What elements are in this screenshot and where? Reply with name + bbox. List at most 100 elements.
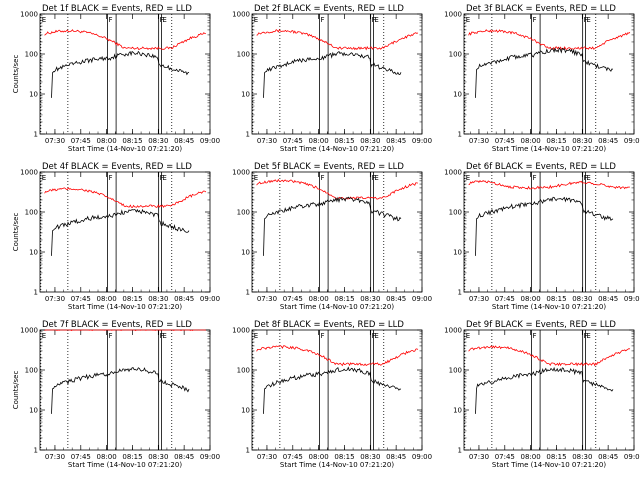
y-tick-label: 1000 bbox=[444, 11, 462, 19]
events-series-line bbox=[263, 196, 402, 256]
events-series-line bbox=[475, 47, 614, 98]
x-tick-label: 08:45 bbox=[174, 295, 194, 303]
x-tick-label: 09:00 bbox=[624, 295, 640, 303]
panel-title: Det 3f BLACK = Events, RED = LLD bbox=[466, 4, 616, 14]
x-tick-label: 07:30 bbox=[469, 137, 489, 145]
x-tick-label: 08:45 bbox=[174, 137, 194, 145]
y-tick-label: 10 bbox=[29, 91, 38, 99]
x-tick-label: 08:15 bbox=[334, 137, 354, 145]
plot-frame bbox=[463, 13, 635, 135]
x-tick-label: 08:15 bbox=[122, 137, 142, 145]
x-tick-label: 07:45 bbox=[495, 453, 515, 461]
y-tick-label: 100 bbox=[449, 209, 462, 217]
x-tick-label: 07:45 bbox=[71, 295, 91, 303]
y-tick-label: 1 bbox=[34, 131, 38, 139]
x-tick-label: 08:45 bbox=[598, 453, 618, 461]
marker-label: E bbox=[466, 332, 470, 340]
x-tick-label: 09:00 bbox=[412, 295, 432, 303]
x-tick-label: 09:00 bbox=[412, 137, 432, 145]
x-tick-label: 08:15 bbox=[546, 295, 566, 303]
lld-series-line bbox=[468, 29, 631, 51]
x-tick-label: 07:45 bbox=[71, 137, 91, 145]
detector-panel-4: Det 4f BLACK = Events, RED = LLD 1 10 100 10… bbox=[12, 162, 220, 311]
marker-label: E bbox=[42, 16, 46, 24]
panel-title: Det 4f BLACK = Events, RED = LLD bbox=[42, 162, 192, 172]
x-tick-label: 08:30 bbox=[572, 295, 592, 303]
y-tick-label: 100 bbox=[237, 367, 250, 375]
y-tick-label: 10 bbox=[241, 249, 250, 257]
y-tick-label: 1000 bbox=[20, 11, 38, 19]
y-tick-label: 1000 bbox=[444, 169, 462, 177]
marker-label: E bbox=[254, 174, 258, 182]
marker-label: E bbox=[586, 174, 590, 182]
marker-label: F bbox=[532, 174, 536, 182]
x-tick-label: 08:45 bbox=[386, 453, 406, 461]
y-tick-label: 10 bbox=[241, 407, 250, 415]
x-tick-label: 08:15 bbox=[334, 453, 354, 461]
y-tick-label: 1 bbox=[246, 289, 250, 297]
x-tick-label: 07:30 bbox=[45, 453, 65, 461]
y-tick-label: 1 bbox=[246, 131, 250, 139]
detector-panel-7: Det 7f BLACK = Events, RED = LLD 1 10 100 10… bbox=[12, 320, 220, 469]
x-axis-label: Start Time (14-Nov-10 07:21:20) bbox=[492, 145, 606, 153]
plot-frame bbox=[251, 171, 423, 293]
events-series-line bbox=[51, 367, 190, 414]
x-tick-label: 07:45 bbox=[71, 453, 91, 461]
lld-series-line bbox=[256, 345, 419, 367]
marker-label: F bbox=[108, 332, 112, 340]
panel-title: Det 6f BLACK = Events, RED = LLD bbox=[466, 162, 616, 172]
x-tick-label: 08:45 bbox=[174, 453, 194, 461]
x-tick-label: 08:00 bbox=[309, 453, 329, 461]
x-tick-label: 09:00 bbox=[624, 137, 640, 145]
y-tick-label: 1 bbox=[458, 131, 462, 139]
events-series-line bbox=[263, 51, 402, 98]
marker-label: F bbox=[108, 16, 112, 24]
events-series-line bbox=[51, 50, 190, 98]
y-tick-label: 1000 bbox=[232, 11, 250, 19]
lld-series-line bbox=[44, 187, 207, 208]
marker-label: F bbox=[532, 332, 536, 340]
marker-label: F bbox=[320, 174, 324, 182]
x-tick-label: 08:30 bbox=[572, 453, 592, 461]
x-tick-label: 08:15 bbox=[546, 137, 566, 145]
marker-label: E bbox=[254, 332, 258, 340]
x-tick-label: 08:30 bbox=[360, 453, 380, 461]
x-tick-label: 07:30 bbox=[257, 295, 277, 303]
detector-panel-5: Det 5f BLACK = Events, RED = LLD 1 10 100 10… bbox=[232, 162, 432, 311]
x-tick-label: 07:45 bbox=[283, 137, 303, 145]
detector-panel-6: Det 6f BLACK = Events, RED = LLD 1 10 100 10… bbox=[444, 162, 640, 311]
x-tick-label: 07:30 bbox=[45, 295, 65, 303]
x-tick-label: 09:00 bbox=[412, 453, 432, 461]
marker-label: E bbox=[162, 174, 166, 182]
x-tick-label: 07:30 bbox=[257, 453, 277, 461]
marker-label: E bbox=[254, 16, 258, 24]
y-tick-label: 10 bbox=[453, 249, 462, 257]
lld-series-line bbox=[468, 345, 630, 367]
x-tick-label: 08:45 bbox=[598, 137, 618, 145]
x-tick-label: 08:15 bbox=[334, 295, 354, 303]
y-tick-label: 100 bbox=[25, 209, 38, 217]
x-tick-label: 08:30 bbox=[148, 137, 168, 145]
x-tick-label: 08:30 bbox=[148, 295, 168, 303]
x-tick-label: 08:00 bbox=[309, 295, 329, 303]
x-tick-label: 08:00 bbox=[97, 295, 117, 303]
y-tick-label: 1 bbox=[246, 447, 250, 455]
y-tick-label: 100 bbox=[449, 51, 462, 59]
marker-label: E bbox=[162, 16, 166, 24]
x-tick-label: 08:45 bbox=[386, 295, 406, 303]
detector-panel-3: Det 3f BLACK = Events, RED = LLD 1 10 100 10… bbox=[444, 4, 640, 153]
x-axis-label: Start Time (14-Nov-10 07:21:20) bbox=[280, 303, 394, 311]
plot-frame bbox=[463, 171, 635, 293]
plot-frame bbox=[463, 329, 635, 451]
x-tick-label: 09:00 bbox=[624, 453, 640, 461]
panel-title: Det 9f BLACK = Events, RED = LLD bbox=[466, 320, 616, 330]
x-tick-label: 08:30 bbox=[360, 137, 380, 145]
y-tick-label: 10 bbox=[241, 91, 250, 99]
y-tick-label: 100 bbox=[237, 51, 250, 59]
x-tick-label: 08:00 bbox=[309, 137, 329, 145]
x-tick-label: 08:00 bbox=[97, 137, 117, 145]
x-tick-label: 07:30 bbox=[45, 137, 65, 145]
x-tick-label: 08:45 bbox=[598, 295, 618, 303]
x-tick-label: 09:00 bbox=[200, 137, 220, 145]
events-series-line bbox=[475, 196, 614, 256]
